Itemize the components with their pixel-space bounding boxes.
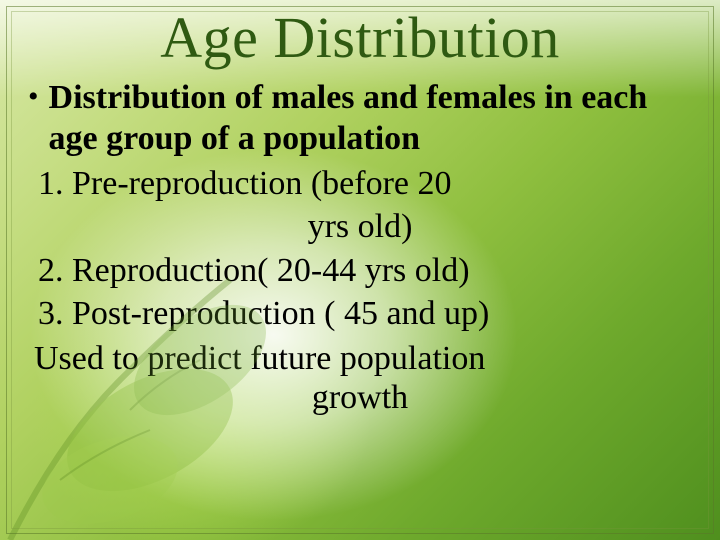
bullet-item: • Distribution of males and females in e… xyxy=(22,77,698,160)
closing-line-2: growth xyxy=(22,379,698,417)
bullet-icon: • xyxy=(28,77,39,117)
item-number: 2. xyxy=(38,252,64,289)
numbered-item-2: 2. Reproduction( 20-44 yrs old) xyxy=(22,249,698,293)
item-text: Reproduction( 20-44 yrs old) xyxy=(72,252,470,289)
item-text: Pre-reproduction (before 20 xyxy=(72,165,452,202)
slide: Age Distribution • Distribution of males… xyxy=(0,0,720,540)
numbered-item-3: 3. Post-reproduction ( 45 and up) xyxy=(22,292,698,336)
item-number: 3. xyxy=(38,295,64,332)
item-number: 1. xyxy=(38,165,64,202)
lead-text: Distribution of males and females in eac… xyxy=(49,77,698,160)
slide-title: Age Distribution xyxy=(0,0,720,71)
item-text: Post-reproduction ( 45 and up) xyxy=(72,295,489,332)
closing-line-1: Used to predict future population xyxy=(22,338,698,381)
numbered-item-1-cont: yrs old) xyxy=(22,205,698,249)
numbered-item-1: 1. Pre-reproduction (before 20 xyxy=(22,162,698,206)
slide-body: • Distribution of males and females in e… xyxy=(0,71,720,417)
